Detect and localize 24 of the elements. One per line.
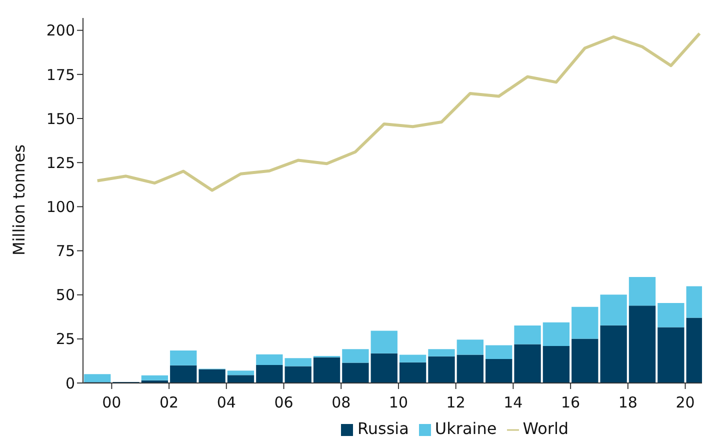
x-tick-label: 16 — [561, 394, 580, 412]
x-tick-label: 18 — [618, 394, 638, 412]
y-tick-label: 100 — [46, 198, 75, 216]
legend-label: Ukraine — [434, 419, 497, 438]
x-tick-label: 02 — [159, 394, 179, 412]
y-tick-label: 125 — [46, 154, 75, 172]
x-tick-label: 20 — [676, 394, 695, 412]
y-tick-label: 200 — [46, 22, 75, 40]
x-tick-label: 04 — [216, 394, 236, 412]
x-tick-label: 08 — [332, 394, 351, 412]
x-tick-label: 14 — [504, 394, 523, 412]
y-axis-title: Million tonnes — [10, 144, 29, 256]
x-tick-label: 00 — [102, 394, 122, 412]
y-tick-label: 50 — [56, 286, 75, 304]
legend-label: Russia — [357, 419, 409, 438]
x-tick-label: 10 — [388, 394, 408, 412]
y-tick-label: 150 — [46, 110, 75, 128]
x-tick-label: 12 — [446, 394, 466, 412]
y-tick-label: 175 — [46, 66, 75, 84]
y-tick-label: 75 — [56, 242, 75, 260]
y-tick-label: 25 — [56, 330, 75, 348]
y-tick-label: 0 — [65, 374, 75, 392]
x-tick-label: 06 — [274, 394, 294, 412]
legend-label: World — [522, 419, 569, 438]
